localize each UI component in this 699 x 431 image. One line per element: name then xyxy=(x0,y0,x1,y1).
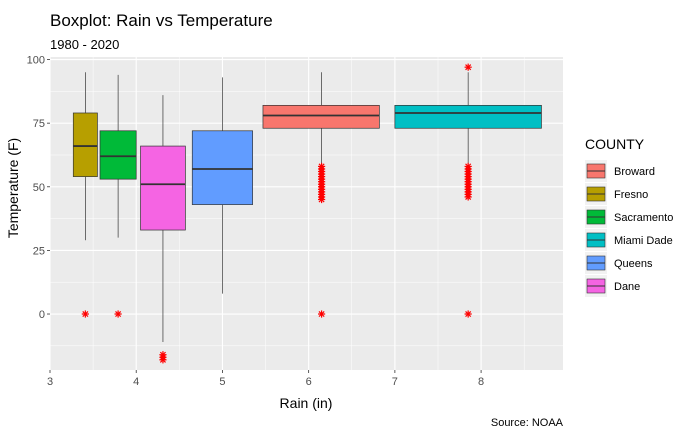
outlier-point xyxy=(464,310,472,318)
outliers-layer xyxy=(81,63,472,364)
box-sacramento xyxy=(99,74,137,238)
x-axis-ticks: 3 4 5 6 7 8 xyxy=(47,370,484,388)
outlier-point xyxy=(81,310,89,318)
box-miami-dade xyxy=(394,72,542,164)
x-tick-label: 8 xyxy=(478,376,484,388)
legend-item-broward: Broward xyxy=(585,160,655,182)
box-body xyxy=(262,104,380,129)
legend-title: COUNTY xyxy=(585,136,645,152)
box-queens xyxy=(191,77,253,294)
legend-label: Queens xyxy=(614,258,653,270)
legend-label: Dane xyxy=(614,281,640,293)
chart-caption: Source: NOAA xyxy=(491,417,564,429)
outlier-point xyxy=(317,310,326,318)
legend-item-sacramento: Sacramento xyxy=(585,206,673,228)
y-tick-label: 50 xyxy=(33,182,45,194)
box-body xyxy=(72,112,98,177)
outlier-point xyxy=(464,193,472,201)
legend-label: Broward xyxy=(614,166,655,178)
y-tick-label: 25 xyxy=(33,245,45,257)
y-tick-label: 0 xyxy=(39,309,45,321)
legend-label: Fresno xyxy=(614,189,648,201)
outlier-point xyxy=(317,195,326,204)
outlier-point xyxy=(464,63,472,71)
boxes-layer xyxy=(72,72,542,343)
legend-item-miami-dade: Miami Dade xyxy=(585,229,673,251)
outlier-point xyxy=(159,356,167,364)
y-axis-title: Temperature (F) xyxy=(5,138,21,238)
x-tick-label: 7 xyxy=(392,376,398,388)
box-body xyxy=(99,130,137,180)
chart-title: Boxplot: Rain vs Temperature xyxy=(50,11,273,30)
x-tick-label: 4 xyxy=(133,376,139,388)
box-fresno xyxy=(72,72,98,241)
box-dane xyxy=(140,95,186,343)
x-tick-label: 6 xyxy=(306,376,312,388)
legend-item-fresno: Fresno xyxy=(585,183,648,205)
box-body xyxy=(394,104,542,129)
box-body xyxy=(140,145,186,231)
plot-panel xyxy=(50,57,563,370)
legend: Broward Fresno Sacramento Miami Dade Queens D… xyxy=(585,160,673,297)
legend-item-dane: Dane xyxy=(585,275,640,297)
y-tick-label: 75 xyxy=(33,118,45,130)
legend-label: Miami Dade xyxy=(614,235,673,247)
legend-label: Sacramento xyxy=(614,212,673,224)
y-tick-label: 100 xyxy=(27,55,45,67)
box-body xyxy=(191,130,253,205)
box-broward xyxy=(262,72,380,164)
x-tick-label: 5 xyxy=(219,376,225,388)
x-tick-label: 3 xyxy=(47,376,53,388)
x-axis-title: Rain (in) xyxy=(280,395,333,411)
chart-subtitle: 1980 - 2020 xyxy=(50,37,119,52)
y-axis-ticks: 0 25 50 75 100 xyxy=(27,55,50,321)
outlier-point xyxy=(114,310,122,318)
legend-item-queens: Queens xyxy=(585,252,653,274)
